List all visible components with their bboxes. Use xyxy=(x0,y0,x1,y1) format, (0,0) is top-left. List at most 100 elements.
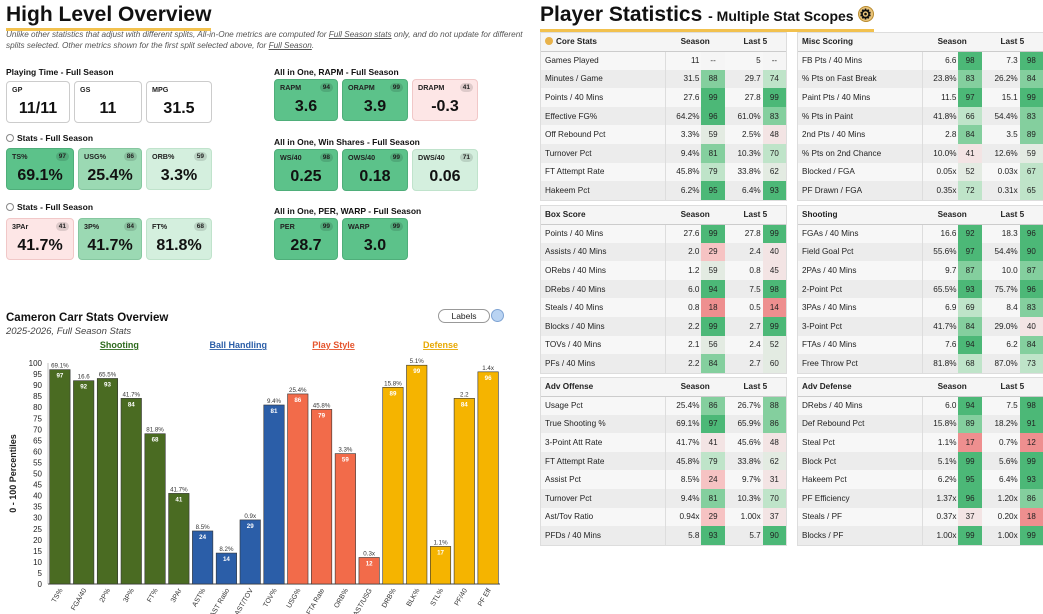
stat-name: FGAs / 40 Mins xyxy=(798,224,924,243)
stat-value: 0.8 xyxy=(724,261,763,280)
stat-name: Assists / 40 Mins xyxy=(541,242,667,262)
table-row: FB Pts / 40 Mins 6.6 98 7.3 98 xyxy=(798,51,1043,70)
x-tick-label: AST/USG xyxy=(352,588,373,614)
labels-toggle-icon[interactable] xyxy=(491,309,504,322)
stat-name: % Pts on Fast Break xyxy=(798,69,924,89)
stat-name: Field Goal Pct xyxy=(798,242,924,262)
stat-card-per: PER 99 28.7 xyxy=(274,218,338,260)
card-percentile: 98 xyxy=(319,153,333,162)
stat-value: 5 xyxy=(724,51,763,70)
stat-percentile: 83 xyxy=(762,106,786,126)
y-tick-label: 95 xyxy=(33,370,42,379)
section-stats-2: Stats - Full Season xyxy=(6,202,93,212)
stat-name: 3-Point Att Rate xyxy=(541,433,667,452)
full-season-link-2[interactable]: Full Season xyxy=(268,41,312,50)
card-label: DRAPM xyxy=(418,83,445,92)
stat-name: Steals / 40 Mins xyxy=(541,298,667,317)
stat-percentile: 37 xyxy=(958,507,982,527)
y-tick-label: 30 xyxy=(33,514,42,523)
section-playing-time: Playing Time - Full Season xyxy=(6,67,114,77)
stat-value: 2.7 xyxy=(724,354,763,373)
table-title: Adv Offense xyxy=(541,378,666,397)
x-tick-label: PF/40 xyxy=(454,587,469,607)
stat-percentile: 96 xyxy=(1019,279,1043,299)
bar-percentile-label: 59 xyxy=(342,457,349,464)
card-value: 3.6 xyxy=(294,98,318,115)
stat-percentile: 90 xyxy=(762,526,786,545)
col-header-last5: Last 5 xyxy=(724,378,786,397)
stat-name: 2-Point Pct xyxy=(798,279,924,299)
stat-value: 9.4% xyxy=(665,488,702,508)
y-tick-label: 20 xyxy=(33,536,42,545)
stat-name: Points / 40 Mins xyxy=(541,88,667,107)
stat-name: Turnover Pct xyxy=(541,143,667,163)
stat-name: Assist Pct xyxy=(541,470,667,489)
table-row: Minutes / Game 31.5 88 29.7 74 xyxy=(541,69,786,89)
stat-card-ts-: TS% 97 69.1% xyxy=(6,148,74,190)
table-row: Blocked / FGA 0.05x 52 0.03x 67 xyxy=(798,162,1043,182)
stat-value: 45.6% xyxy=(724,433,763,452)
table-row: True Shooting % 69.1% 97 65.9% 86 xyxy=(541,414,786,434)
stat-percentile: 98 xyxy=(1019,396,1043,415)
radio-icon[interactable] xyxy=(6,134,14,142)
stat-percentile: 69 xyxy=(958,298,982,317)
card-label: PER xyxy=(280,222,295,231)
stat-percentile: 62 xyxy=(762,162,786,182)
full-season-link[interactable]: Full Season stats xyxy=(328,30,392,39)
bar xyxy=(311,409,333,585)
stat-value: 15.1 xyxy=(981,88,1020,107)
table-row: Steals / PF 0.37x 37 0.20x 18 xyxy=(798,507,1043,527)
stat-value: 1.00x xyxy=(724,507,763,527)
bar-percentile-label: 14 xyxy=(223,556,230,563)
col-header-last5: Last 5 xyxy=(724,206,786,225)
bar-percentile-label: 93 xyxy=(104,381,111,388)
stat-name: PF Efficiency xyxy=(798,488,924,508)
bar-value-label: 5.1% xyxy=(410,358,425,365)
labels-button[interactable]: Labels xyxy=(438,309,490,323)
card-percentile: 94 xyxy=(319,83,333,92)
settings-icon[interactable]: ⚙ xyxy=(857,6,874,22)
stat-value: 3.5 xyxy=(981,125,1020,144)
bar xyxy=(358,557,380,585)
stat-percentile: 87 xyxy=(958,261,982,280)
stat-value: 3.3% xyxy=(665,125,702,144)
stat-value: 11 xyxy=(665,51,702,70)
stat-value: 1.2 xyxy=(665,261,702,280)
stat-value: 0.03x xyxy=(981,162,1020,182)
stat-percentile: 93 xyxy=(958,279,982,299)
player-stats-title: Player Statistics - Multiple Stat Scopes… xyxy=(540,3,874,32)
bar xyxy=(144,433,166,585)
stat-value: 5.6% xyxy=(981,451,1020,471)
stat-percentile: 96 xyxy=(701,106,725,126)
bar-value-label: 2.2 xyxy=(460,391,469,398)
stat-value: 2.7 xyxy=(724,316,763,336)
table-row: % Pts on Fast Break 23.8% 83 26.2% 84 xyxy=(798,69,1043,89)
stat-value: 2.2 xyxy=(665,316,702,336)
stat-percentile: 99 xyxy=(762,224,786,243)
stat-percentile: 70 xyxy=(762,143,786,163)
stats-table-adv-offense: Adv Offense Season Last 5 Usage Pct 25.4% 86 2… xyxy=(540,377,787,546)
table-row: Points / 40 Mins 27.6 99 27.8 99 xyxy=(541,88,786,107)
radio-icon[interactable] xyxy=(6,203,14,211)
card-value: 25.4% xyxy=(87,167,133,184)
stat-value: 65.5% xyxy=(922,279,959,299)
col-header-last5: Last 5 xyxy=(981,206,1043,225)
bar-percentile-label: 29 xyxy=(247,523,254,530)
stat-name: 3-Point Pct xyxy=(798,316,924,336)
stats-table-core-stats: Core Stats Season Last 5 Games Played 11 -- 5-… xyxy=(540,32,787,201)
bar-percentile-label: 84 xyxy=(461,401,468,408)
stat-percentile: 73 xyxy=(1019,354,1043,373)
stat-percentile: 83 xyxy=(1019,298,1043,317)
y-tick-label: 70 xyxy=(33,425,42,434)
stat-card-warp: WARP 99 3.0 xyxy=(342,218,408,260)
stat-percentile: 99 xyxy=(1019,451,1043,471)
table-row: Steals / 40 Mins 0.8 18 0.5 14 xyxy=(541,298,786,317)
card-value: 11 xyxy=(99,100,117,117)
stat-name: Block Pct xyxy=(798,451,924,471)
stat-value: 31.5 xyxy=(665,69,702,89)
stat-percentile: 86 xyxy=(701,396,725,415)
bar-value-label: 41.7% xyxy=(122,391,140,398)
card-label: GS xyxy=(80,85,91,94)
table-row: Turnover Pct 9.4% 81 10.3% 70 xyxy=(541,488,786,508)
group-header: Defense xyxy=(423,340,458,350)
